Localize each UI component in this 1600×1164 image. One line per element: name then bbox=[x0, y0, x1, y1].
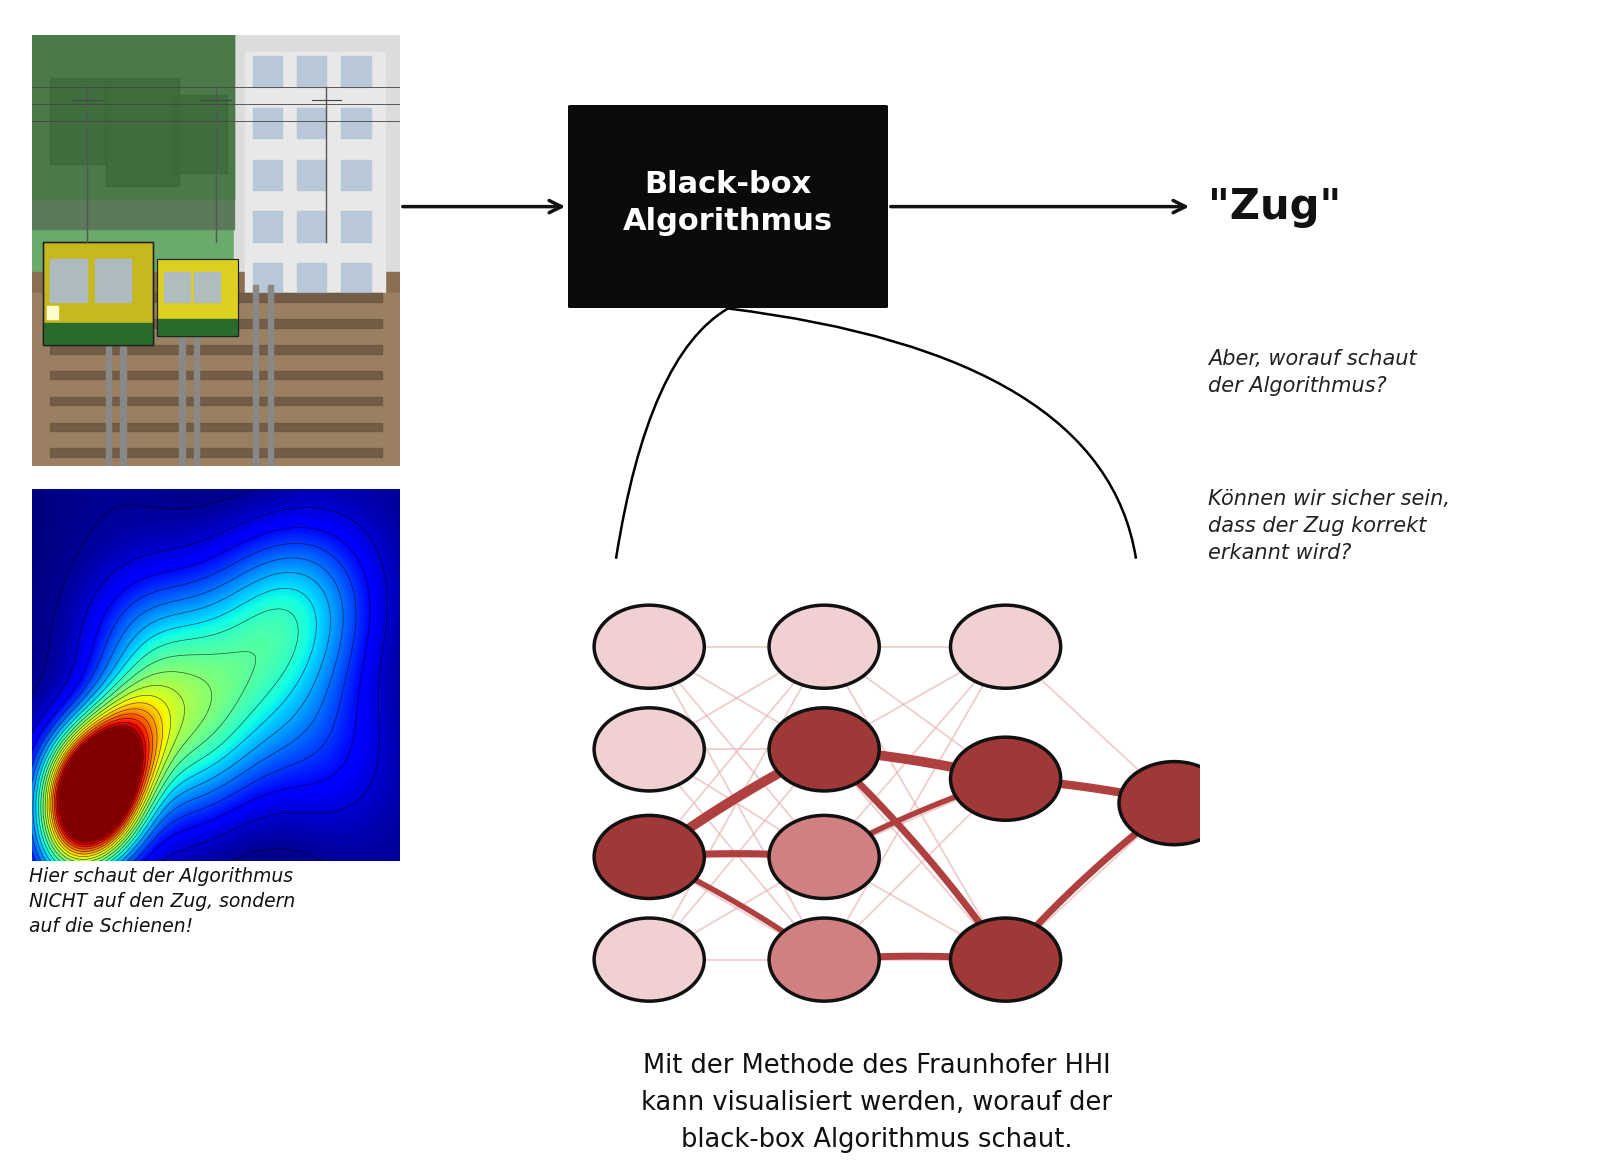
Bar bbox=[157, 258, 238, 336]
Circle shape bbox=[950, 918, 1061, 1001]
Bar bbox=[235, 35, 400, 336]
Bar bbox=[32, 272, 400, 466]
FancyBboxPatch shape bbox=[520, 534, 1232, 1072]
Bar bbox=[106, 78, 179, 185]
FancyBboxPatch shape bbox=[565, 102, 891, 311]
Circle shape bbox=[770, 708, 880, 792]
Bar bbox=[43, 242, 154, 345]
Circle shape bbox=[594, 815, 704, 899]
Bar bbox=[194, 272, 219, 301]
Text: "Zug": "Zug" bbox=[1208, 185, 1341, 228]
Bar bbox=[165, 272, 190, 301]
Bar bbox=[253, 56, 282, 86]
Circle shape bbox=[770, 815, 880, 899]
Bar bbox=[32, 293, 400, 466]
Bar bbox=[179, 285, 184, 466]
Circle shape bbox=[1118, 761, 1229, 845]
Bar bbox=[51, 293, 382, 301]
Bar bbox=[51, 423, 382, 431]
Bar bbox=[253, 212, 282, 242]
Circle shape bbox=[770, 605, 880, 688]
Bar bbox=[51, 397, 382, 405]
Text: Aber, worauf schaut
der Algorithmus?: Aber, worauf schaut der Algorithmus? bbox=[1208, 349, 1416, 397]
Bar bbox=[51, 448, 382, 457]
Bar bbox=[341, 56, 371, 86]
Bar bbox=[43, 324, 154, 345]
Bar bbox=[341, 108, 371, 139]
Text: Hier schaut der Algorithmus
NICHT auf den Zug, sondern
auf die Schienen!: Hier schaut der Algorithmus NICHT auf de… bbox=[29, 867, 294, 936]
Bar bbox=[298, 159, 326, 190]
Circle shape bbox=[594, 605, 704, 688]
Circle shape bbox=[594, 918, 704, 1001]
Text: Mit der Methode des Fraunhofer HHI
kann visualisiert werden, worauf der
black-bo: Mit der Methode des Fraunhofer HHI kann … bbox=[642, 1053, 1112, 1154]
Text: Black-box
Algorithmus: Black-box Algorithmus bbox=[622, 170, 834, 235]
Bar bbox=[298, 56, 326, 86]
Bar bbox=[51, 371, 382, 379]
Bar bbox=[43, 242, 154, 345]
Text: Können wir sicher sein,
dass der Zug korrekt
erkannt wird?: Können wir sicher sein, dass der Zug kor… bbox=[1208, 489, 1450, 563]
Bar bbox=[171, 95, 227, 172]
Bar bbox=[341, 159, 371, 190]
Bar bbox=[51, 319, 382, 328]
Bar bbox=[51, 258, 88, 301]
Bar bbox=[157, 258, 238, 336]
Bar bbox=[341, 263, 371, 293]
Bar bbox=[94, 258, 131, 301]
Bar bbox=[253, 108, 282, 139]
Bar bbox=[253, 159, 282, 190]
Bar bbox=[32, 35, 400, 272]
Bar bbox=[194, 285, 200, 466]
Circle shape bbox=[594, 708, 704, 792]
Bar bbox=[298, 263, 326, 293]
Bar bbox=[298, 108, 326, 139]
Bar bbox=[245, 52, 386, 328]
Bar bbox=[298, 212, 326, 242]
Bar bbox=[157, 319, 238, 336]
Bar bbox=[253, 285, 258, 466]
Bar bbox=[253, 263, 282, 293]
Bar bbox=[51, 345, 382, 354]
Circle shape bbox=[950, 737, 1061, 821]
Bar bbox=[120, 285, 126, 466]
Bar bbox=[267, 285, 274, 466]
Bar bbox=[32, 35, 235, 199]
Bar bbox=[51, 78, 106, 164]
Circle shape bbox=[770, 918, 880, 1001]
Bar bbox=[32, 35, 235, 228]
Bar bbox=[341, 212, 371, 242]
Bar bbox=[106, 285, 110, 466]
Bar bbox=[46, 306, 58, 319]
Circle shape bbox=[950, 605, 1061, 688]
